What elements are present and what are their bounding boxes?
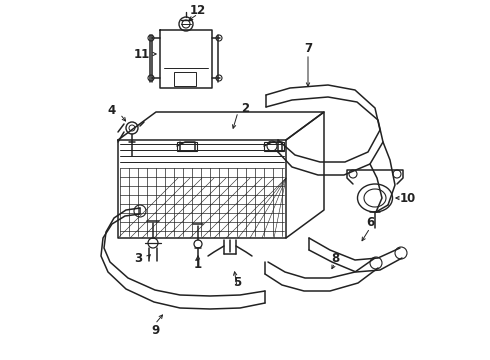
Text: 12: 12 — [190, 4, 206, 17]
Text: 1: 1 — [194, 257, 202, 270]
Text: 7: 7 — [304, 41, 312, 54]
Text: 11: 11 — [134, 48, 150, 60]
Bar — [264, 142, 284, 151]
Text: 9: 9 — [151, 324, 159, 337]
Bar — [177, 142, 197, 151]
Text: 8: 8 — [331, 252, 339, 265]
Text: 2: 2 — [241, 102, 249, 114]
Bar — [174, 72, 196, 86]
Text: 6: 6 — [366, 216, 374, 229]
Text: 5: 5 — [233, 275, 241, 288]
Text: 4: 4 — [108, 104, 116, 117]
Text: 10: 10 — [400, 192, 416, 204]
Text: 3: 3 — [134, 252, 142, 265]
